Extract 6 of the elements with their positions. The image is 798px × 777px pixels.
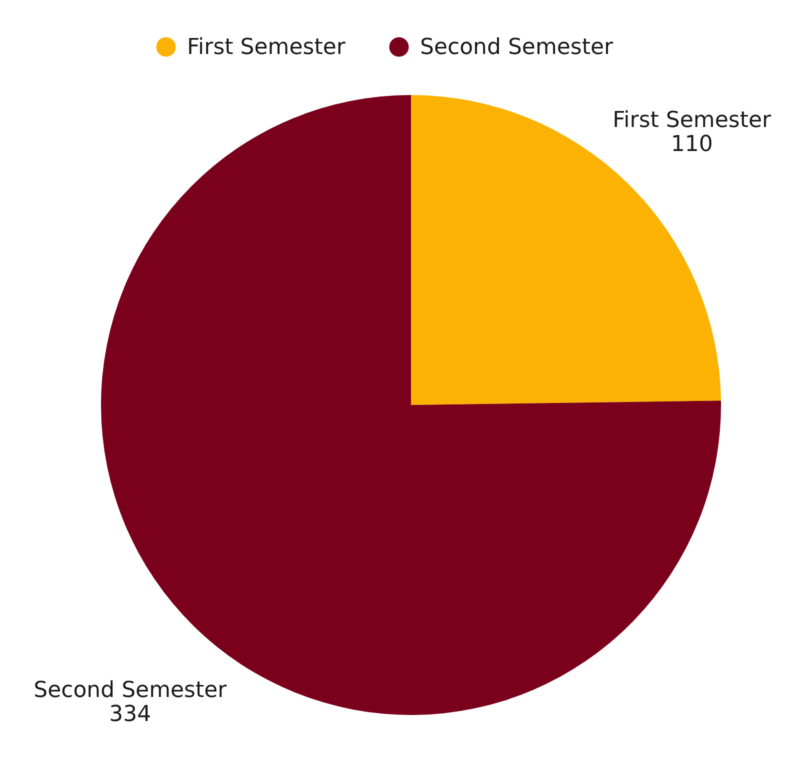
legend-label: First Semester [187, 35, 346, 60]
legend-label: Second Semester [420, 35, 614, 60]
data-label: 334 [109, 702, 152, 727]
slice-label: Second Semester [34, 678, 228, 703]
data-label: 110 [670, 132, 713, 158]
slice-label: First Semester [612, 108, 772, 134]
